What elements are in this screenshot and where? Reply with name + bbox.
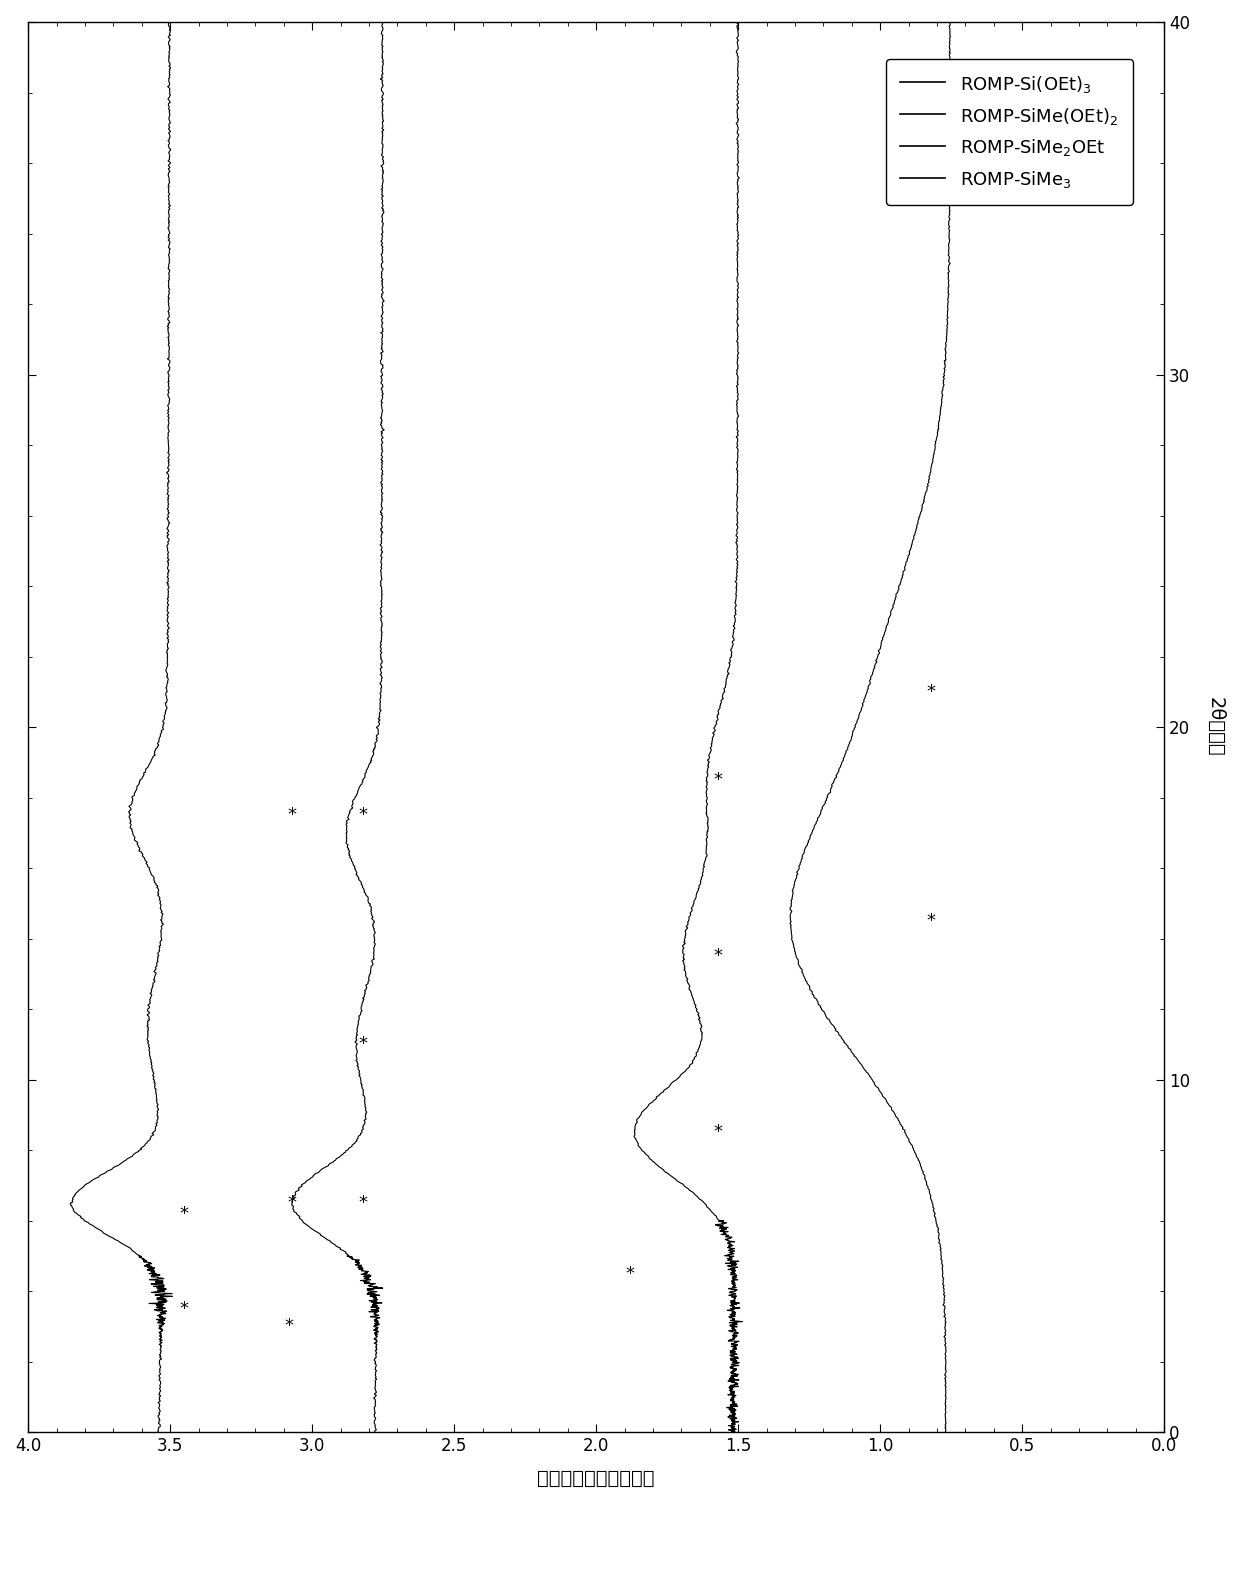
Text: *: * <box>180 1204 188 1223</box>
Text: *: * <box>926 911 936 930</box>
Text: *: * <box>180 1300 188 1318</box>
Text: *: * <box>714 1123 723 1142</box>
Text: *: * <box>288 1194 296 1212</box>
Text: *: * <box>358 1035 368 1054</box>
Text: *: * <box>358 807 368 824</box>
Text: *: * <box>288 807 296 824</box>
Text: *: * <box>714 770 723 789</box>
X-axis label: 强度偏移（任意单位）: 强度偏移（任意单位） <box>537 1470 655 1489</box>
Text: *: * <box>285 1318 294 1335</box>
Text: *: * <box>714 948 723 965</box>
Text: *: * <box>626 1264 635 1283</box>
Text: *: * <box>358 1194 368 1212</box>
Legend: ROMP-Si(OEt)$_3$, ROMP-SiMe(OEt)$_2$, ROMP-SiMe$_2$OEt, ROMP-SiMe$_3$: ROMP-Si(OEt)$_3$, ROMP-SiMe(OEt)$_2$, RO… <box>885 59 1132 204</box>
Y-axis label: 2θ（度）: 2θ（度） <box>1207 698 1225 756</box>
Text: *: * <box>926 683 936 701</box>
